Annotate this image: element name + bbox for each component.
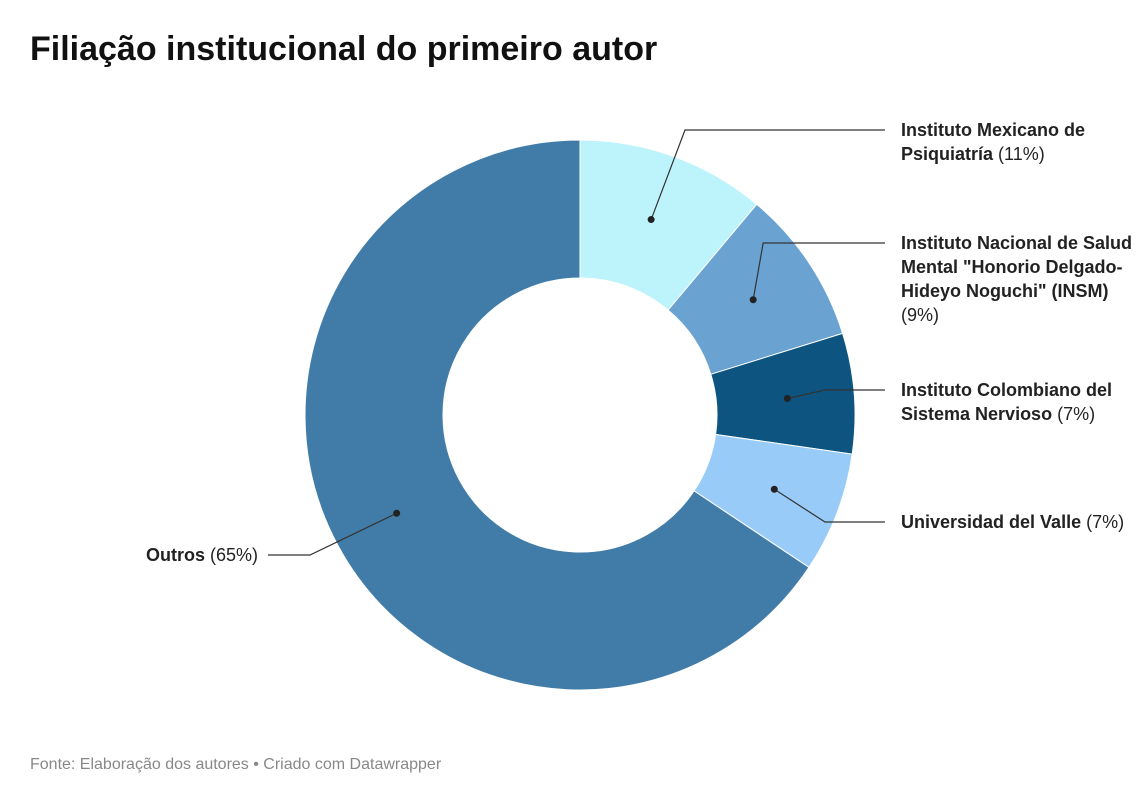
slice-name: Instituto Nacional de Salud Mental "Hono…	[901, 233, 1133, 301]
leader-dot	[770, 485, 778, 493]
slice-value-label: (7%)	[1057, 404, 1096, 424]
slice-name: Instituto Mexicano de Psiquiatría	[901, 120, 1086, 164]
slice-label: Instituto Mexicano de Psiquiatría (11%)	[901, 118, 1136, 166]
leader-line	[752, 242, 885, 300]
leader-line	[773, 488, 885, 523]
slice-value-label: (7%)	[1086, 512, 1125, 532]
leader-dot	[393, 509, 401, 517]
slice-label: Instituto Nacional de Salud Mental "Hono…	[901, 231, 1136, 327]
source-note: Fonte: Elaboração dos autores • Criado c…	[30, 756, 442, 773]
slice-name: Outros	[145, 545, 205, 565]
leader-line	[650, 129, 885, 220]
slice-value-label: (65%)	[209, 545, 258, 565]
leader-dot	[783, 395, 791, 403]
slice-label: Outros (65%)	[146, 543, 258, 567]
leader-dot	[749, 296, 757, 304]
donut-slice	[304, 139, 810, 691]
leader-line	[787, 389, 885, 400]
leader-dot	[647, 216, 655, 224]
slice-name: Universidad del Valle	[901, 512, 1082, 532]
slice-value-label: (11%)	[998, 144, 1045, 164]
slice-label: Universidad del Valle (7%)	[901, 510, 1136, 534]
leader-line	[268, 512, 397, 556]
slice-name: Instituto Colombiano del Sistema Nervios…	[901, 380, 1112, 424]
chart-title: Filiação institucional do primeiro autor	[30, 30, 658, 68]
slice-value-label: (9%)	[901, 305, 940, 325]
slice-label: Instituto Colombiano del Sistema Nervios…	[901, 378, 1136, 426]
